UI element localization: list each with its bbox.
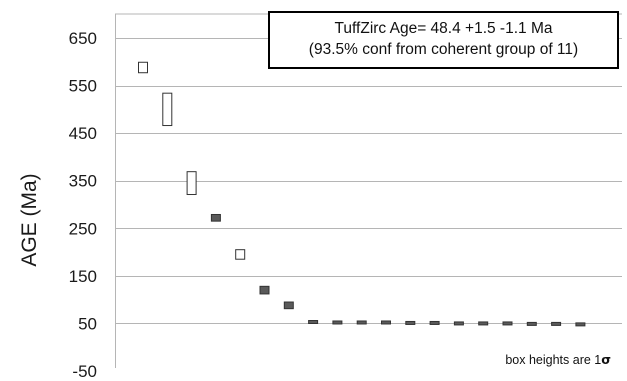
age-box-excluded: [162, 92, 173, 127]
footnote: box heights are 1σ: [505, 352, 611, 367]
gridlines: [115, 13, 622, 368]
age-box-coherent: [283, 301, 294, 310]
y-tick-labels: 650 550 450 350 250 150 50 -50: [69, 29, 97, 381]
data-boxes: [138, 61, 586, 327]
age-box-coherent: [429, 320, 440, 325]
y-tick-label: 450: [69, 124, 97, 143]
age-box-excluded: [186, 171, 197, 196]
y-tick-label: 150: [69, 267, 97, 286]
chart-subtitle: (93.5% conf from coherent group of 11): [308, 41, 579, 58]
age-box-excluded: [235, 249, 246, 260]
y-tick-label: 250: [69, 219, 97, 238]
age-box-coherent: [259, 285, 270, 295]
age-box-coherent: [453, 321, 464, 326]
age-box-coherent: [332, 320, 343, 325]
age-box-coherent: [575, 322, 586, 327]
chart-title: TuffZirc Age= 48.4 +1.5 -1.1 Ma: [334, 20, 553, 37]
age-box-coherent: [356, 320, 367, 325]
age-box-coherent: [551, 321, 562, 326]
age-box-coherent: [381, 320, 391, 325]
age-box-coherent: [502, 321, 513, 326]
age-box-coherent: [478, 321, 489, 326]
y-tick-label: -50: [72, 362, 97, 381]
age-box-coherent: [308, 320, 319, 325]
y-axis-label: AGE (Ma): [18, 173, 41, 266]
y-tick-label: 350: [69, 172, 97, 191]
age-box-coherent: [405, 320, 416, 325]
y-tick-label: 550: [69, 77, 97, 96]
footnote-text: box heights are 1: [505, 353, 602, 367]
sigma-symbol: σ: [601, 352, 611, 367]
age-box-coherent: [210, 213, 221, 222]
y-tick-label: 650: [69, 29, 97, 48]
age-box-coherent: [526, 321, 537, 326]
age-box-excluded: [138, 61, 148, 74]
y-tick-label: 50: [78, 314, 97, 333]
age-summary-box: TuffZirc Age= 48.4 +1.5 -1.1 Ma (93.5% c…: [268, 11, 619, 69]
